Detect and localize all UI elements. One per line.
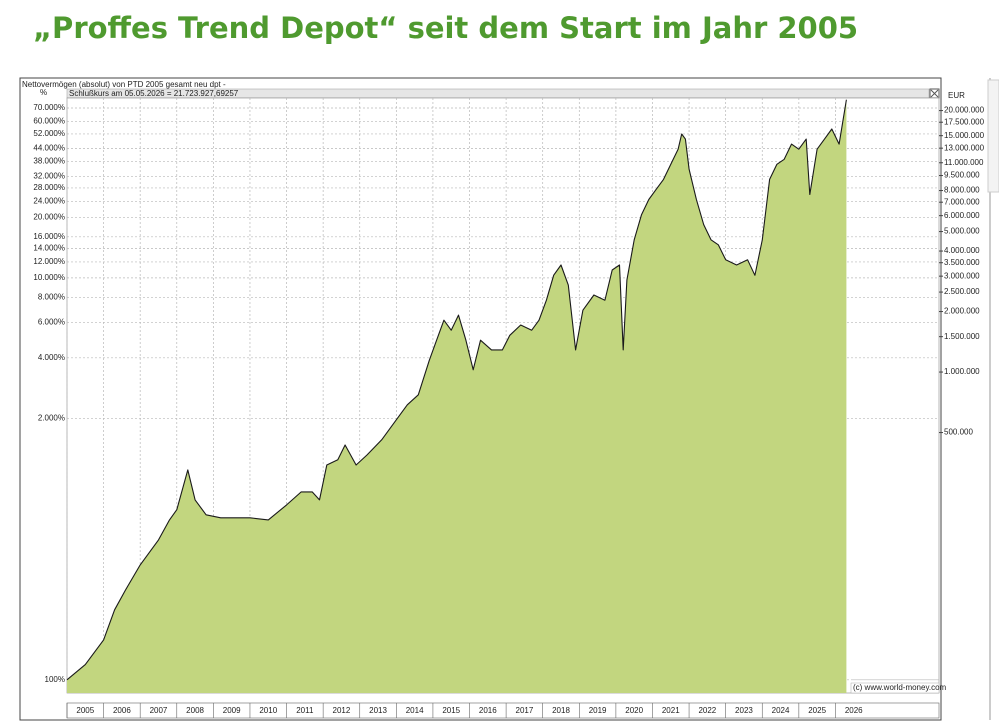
y2-tick-label: 2.000.000 [944, 307, 980, 316]
y2-tick-label: 1.500.000 [944, 332, 980, 341]
y2-tick-label: 9.500.000 [944, 171, 980, 180]
y-tick-label: 10.000% [33, 273, 65, 282]
x-tick-label: 2021 [662, 706, 680, 715]
y2-tick-label: 3.000.000 [944, 271, 980, 280]
y-tick-label: 38.000% [33, 156, 65, 165]
close-icon [930, 89, 939, 98]
x-tick-label: 2009 [223, 706, 241, 715]
x-tick-label: 2012 [333, 706, 351, 715]
y2-tick-label: 6.000.000 [944, 211, 980, 220]
x-tick-label: 2008 [186, 706, 204, 715]
y2-axis-unit: EUR [948, 91, 965, 100]
close-info: Schlußkurs am 05.05.2026 = 21.723.927,69… [69, 89, 239, 98]
y2-tick-label: 8.000.000 [944, 186, 980, 195]
x-tick-label: 2011 [296, 706, 314, 715]
x-tick-label: 2013 [369, 706, 387, 715]
y2-tick-label: 500.000 [944, 428, 973, 437]
y2-tick-label: 15.000.000 [944, 131, 985, 140]
x-tick-label: 2024 [772, 706, 790, 715]
y-tick-label: 12.000% [33, 257, 65, 266]
y-tick-label: 32.000% [33, 171, 65, 180]
x-tick-label: 2026 [845, 706, 863, 715]
y2-tick-label: 4.000.000 [944, 246, 980, 255]
credit-box [850, 682, 940, 694]
y-tick-label: 44.000% [33, 144, 65, 153]
y-tick-label: 60.000% [33, 117, 65, 126]
y-tick-label: 24.000% [33, 197, 65, 206]
x-tick-label: 2007 [150, 706, 168, 715]
x-tick-label: 2025 [808, 706, 826, 715]
x-tick-label: 2018 [552, 706, 570, 715]
x-tick-label: 2019 [589, 706, 607, 715]
y-tick-label: 6.000% [38, 318, 65, 327]
chart-header: Nettovermögen (absolut) von PTD 2005 ges… [22, 80, 226, 89]
x-tick-label: 2006 [113, 706, 131, 715]
x-tick-label: 2014 [406, 706, 424, 715]
y-axis-unit: % [40, 88, 47, 97]
y-tick-label: 70.000% [33, 103, 65, 112]
x-tick-label: 2015 [442, 706, 460, 715]
y2-tick-label: 11.000.000 [944, 158, 984, 167]
y-tick-label: 20.000% [33, 212, 65, 221]
line [66, 99, 847, 681]
y-tick-label: 8.000% [38, 292, 65, 301]
y2-tick-label: 2.500.000 [944, 287, 980, 296]
x-tick-label: 2010 [259, 706, 277, 715]
area [67, 99, 847, 693]
credit: (c) www.world-money.com [853, 683, 947, 692]
side-panel [987, 79, 999, 193]
y2-tick-label: 5.000.000 [944, 227, 980, 236]
x-tick-label: 2020 [625, 706, 643, 715]
page-title: „Proffes Trend Depot“ seit dem Start im … [33, 11, 858, 45]
y2-tick-label: 13.000.000 [944, 143, 985, 152]
y2-tick-label: 17.500.000 [944, 117, 985, 126]
y2-tick-label: 7.000.000 [944, 197, 980, 206]
y-tick-label: 4.000% [38, 353, 65, 362]
y2-tick-label: 1.000.000 [944, 367, 980, 376]
y2-tick-label: 20.000.000 [944, 106, 985, 115]
y-tick-label: 28.000% [33, 183, 65, 192]
x-tick-label: 2005 [76, 706, 94, 715]
x-tick-label: 2016 [479, 706, 497, 715]
y-tick-label: 14.000% [33, 244, 65, 253]
x-tick-label: 2017 [516, 706, 534, 715]
y-tick-label: 100% [45, 675, 65, 684]
y2-tick-label: 3.500.000 [944, 258, 980, 267]
y-tick-label: 2.000% [38, 413, 65, 422]
y-tick-label: 16.000% [33, 232, 65, 241]
x-tick-label: 2023 [735, 706, 753, 715]
y-tick-label: 52.000% [33, 129, 65, 138]
x-tick-label: 2022 [698, 706, 716, 715]
